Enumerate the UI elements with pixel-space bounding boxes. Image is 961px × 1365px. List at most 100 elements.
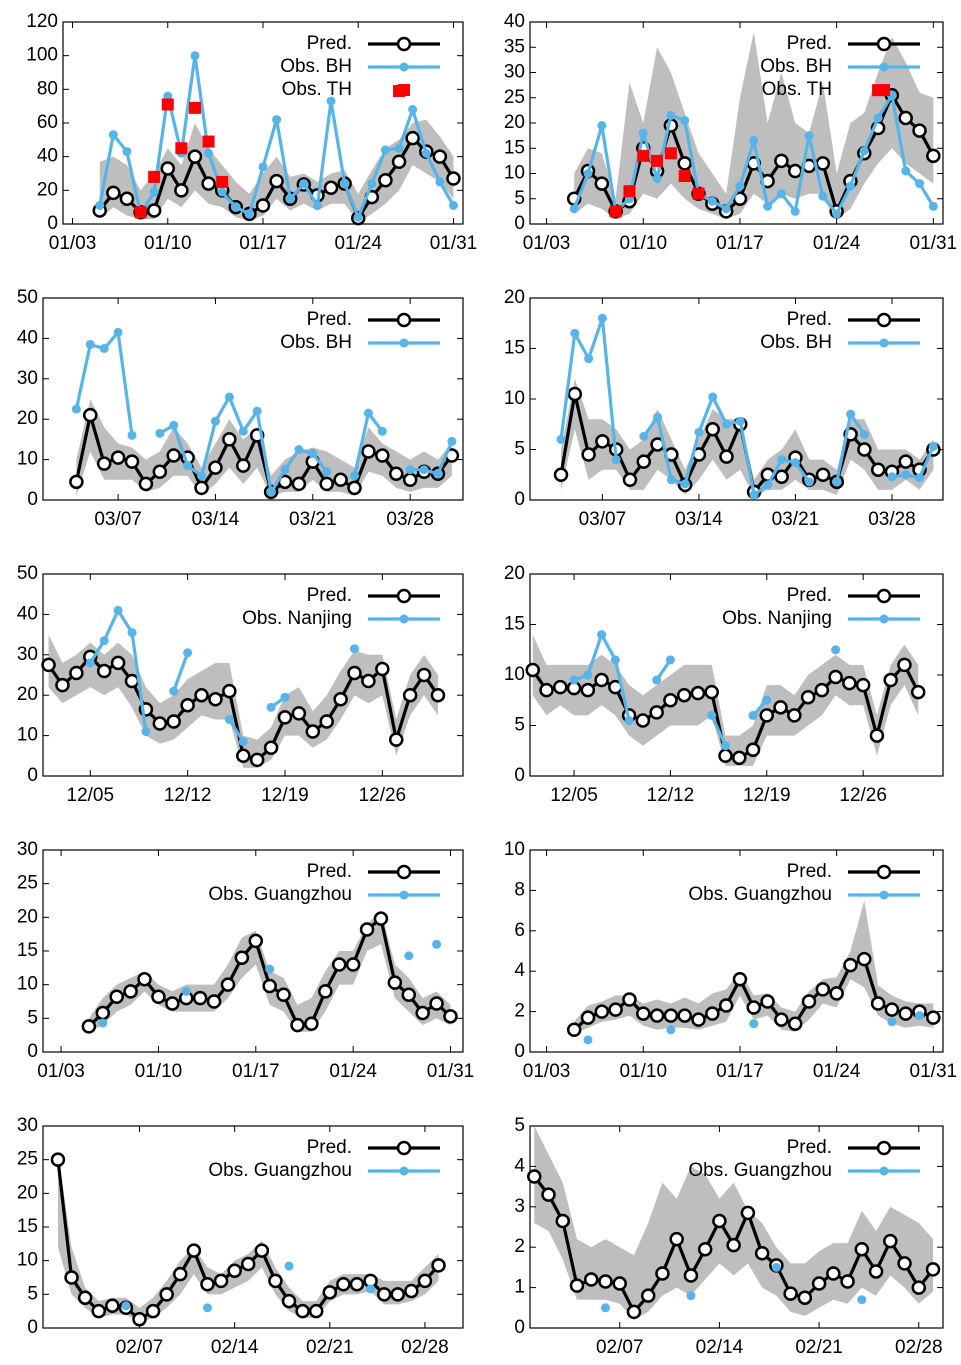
obs-marker [763,201,773,211]
obs-marker [175,142,188,155]
legend-label: Pred. [307,1137,352,1158]
obs-marker [366,1284,376,1294]
legend-marker [879,62,889,72]
pred-marker [213,1273,229,1289]
pred-marker [897,657,912,673]
x-tick-label: 02/28 [895,1337,943,1358]
pred-marker [263,740,279,755]
pred-marker [663,693,678,708]
pred-marker [430,687,446,703]
pred-marker [41,657,56,673]
panel: 0 5 10 15 20 03/07 03/14 03/21 03/28 Pred.Obs. BH [504,287,944,530]
pred-marker [566,1022,582,1038]
obs-marker [183,648,193,658]
pred-marker [594,672,609,688]
pred-marker [206,994,222,1009]
pred-marker [220,977,236,992]
obs-marker [238,737,248,747]
pred-marker [105,1298,120,1314]
obs-marker [141,727,151,737]
y-tick-label: 30 [17,368,38,389]
pred-marker [773,700,788,715]
panel: 0 5 10 15 20 25 30 35 40 01/03 01/10 01/17 01/24 01/3… [504,11,957,254]
obs-marker [447,436,457,446]
obs-marker [217,187,227,197]
obs-marker [901,166,911,176]
pred-marker [91,1303,106,1319]
y-tick-label: 25 [504,87,525,108]
legend-marker [879,890,889,900]
obs-marker [790,206,800,216]
pred-marker [925,1262,941,1277]
obs-marker [350,471,360,481]
legend-marker [399,614,409,624]
obs-marker [623,185,636,198]
legend-marker [396,864,412,880]
x-tick-label: 03/21 [289,509,337,530]
pred-marker [787,163,803,179]
obs-marker [597,121,607,131]
legend-marker [876,864,892,880]
y-tick-label: 1 [514,1277,525,1298]
pred-marker [194,480,209,496]
obs-marker [113,605,123,615]
pred-marker [622,992,637,1007]
obs-marker [326,96,336,106]
y-tick-label: 15 [504,614,525,635]
obs-marker [98,1018,108,1028]
pred-marker [525,662,541,678]
pred-marker [655,1266,670,1281]
obs-marker [584,354,594,364]
obs-marker [421,148,431,158]
y-tick-label: 0 [514,765,525,786]
y-tick-label: 15 [504,137,525,158]
pred-marker [774,153,789,169]
obs-marker [692,187,705,200]
pred-marker [898,454,914,469]
obs-marker [216,175,229,188]
y-tick-label: 30 [17,644,38,665]
y-tick-label: 20 [17,408,38,429]
pred-marker [281,1293,297,1309]
x-tick-label: 01/31 [910,233,958,254]
obs-marker [771,1262,781,1272]
y-tick-label: 0 [514,1317,525,1338]
x-tick-label: 03/28 [868,509,916,530]
legend-label: Pred. [787,1137,832,1158]
y-tick-label: 50 [17,287,38,308]
x-tick-label: 12/12 [164,785,212,806]
pred-marker [926,1010,941,1025]
obs-marker [299,179,309,189]
obs-marker [155,428,165,438]
y-tick-label: 5 [514,715,525,736]
x-tick-label: 01/24 [329,1061,377,1082]
legend-marker [396,1140,412,1156]
obs-marker [832,477,842,487]
pred-marker [446,171,461,186]
obs-marker [433,469,443,479]
obs-marker [350,644,360,654]
obs-marker [432,939,442,949]
pred-marker [137,972,152,987]
x-tick-label: 01/31 [427,1061,475,1082]
uncertainty-band [561,378,934,497]
y-tick-label: 5 [514,188,525,209]
obs-marker [873,113,883,123]
y-tick-label: 10 [504,388,525,409]
pred-marker [174,183,189,198]
obs-marker [238,426,248,436]
pred-marker [378,172,393,188]
obs-marker [777,455,787,465]
pred-marker [829,986,844,1001]
obs-marker [600,1303,610,1313]
pred-marker [331,957,347,972]
pred-marker [119,191,135,206]
pred-marker [83,407,98,423]
pred-marker [234,950,250,965]
pred-marker [401,987,417,1003]
pred-marker [598,1274,613,1289]
obs-marker [722,419,732,429]
y-tick-label: 0 [27,489,38,510]
pred-marker [159,1287,174,1302]
y-tick-label: 5 [514,439,525,460]
